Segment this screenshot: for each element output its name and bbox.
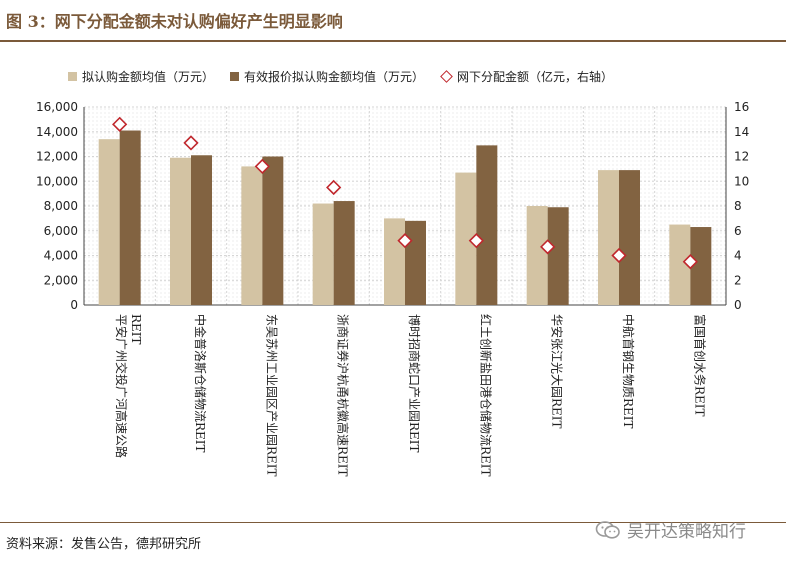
bar-valid-subscription-mean <box>619 170 640 305</box>
bar-subscription-mean <box>598 170 619 305</box>
x-category-label: 中航首钢生物质REIT <box>621 314 636 429</box>
allocation-marker <box>254 158 270 175</box>
legend-swatch-light <box>68 71 77 81</box>
allocation-marker <box>326 179 342 196</box>
x-category-label: 浙商证券沪杭甬杭徽高速REIT <box>336 314 351 477</box>
y-right-tick-label: 6 <box>734 224 742 238</box>
bar-valid-subscription-mean <box>333 201 355 305</box>
y-left-tick-label: 16,000 <box>36 100 78 114</box>
legend-item-subscription-mean: 拟认购金额均值（万元） <box>68 68 214 85</box>
legend: 拟认购金额均值（万元） 有效报价拟认购金额均值（万元） 网下分配金额（亿元，右轴… <box>68 67 629 85</box>
bar-valid-subscription-mean <box>191 155 212 305</box>
bar-valid-subscription-mean <box>119 130 141 305</box>
x-category-label: 红土创新盐田港仓储物流REIT <box>478 314 493 477</box>
bar-valid-subscription-mean <box>476 145 498 305</box>
legend-item-allocation: 网下分配金额（亿元，右轴） <box>440 68 613 85</box>
bar-subscription-mean <box>669 224 691 305</box>
allocation-marker <box>611 247 627 264</box>
legend-label-valid-subscription-mean: 有效报价拟认购金额均值（万元） <box>244 69 425 84</box>
y-left-tick-label: 4,000 <box>44 249 78 263</box>
wechat-icon <box>595 520 620 539</box>
bar-subscription-mean <box>241 166 263 305</box>
y-left-tick-label: 12,000 <box>36 150 78 164</box>
y-right-tick-label: 16 <box>734 100 749 114</box>
combo-bar-chart: 0 2,000 4,000 6,000 8,000 10,000 12,000 14,000 1… <box>36 100 749 477</box>
y-left-tick-label: 2,000 <box>44 273 78 287</box>
allocation-marker <box>397 233 413 249</box>
bar-subscription-mean <box>170 157 191 305</box>
y-left-tick-label: 14,000 <box>36 125 78 139</box>
bar-subscription-mean <box>526 206 548 305</box>
legend-item-valid-subscription-mean: 有效报价拟认购金额均值（万元） <box>230 68 424 85</box>
y-right-tick-label: 14 <box>734 125 749 139</box>
legend-label-allocation: 网下分配金额（亿元，右轴） <box>457 69 614 84</box>
y-left-tick-label: 6,000 <box>44 224 78 238</box>
x-category-label: 华安张江光大园REIT <box>550 314 565 429</box>
x-category-label: 博时招商蛇口产业园REIT <box>407 314 422 453</box>
bar-valid-subscription-mean <box>262 156 284 305</box>
legend-label-subscription-mean: 拟认购金额均值（万元） <box>82 69 215 84</box>
bar-subscription-mean <box>98 139 120 305</box>
bar-valid-subscription-mean <box>405 220 426 305</box>
y-right-tick-label: 12 <box>734 150 749 164</box>
allocation-marker <box>112 116 128 132</box>
legend-swatch-dark <box>230 71 240 81</box>
title-rule <box>0 40 786 42</box>
y-right-tick-label: 10 <box>734 174 749 188</box>
y-right-tick-label: 8 <box>734 199 742 213</box>
y-right-tick-label: 2 <box>734 273 742 287</box>
allocation-marker <box>468 233 484 249</box>
y-left-tick-label: 0 <box>70 298 78 312</box>
x-category-label: REIT <box>129 314 143 345</box>
allocation-marker <box>183 135 199 151</box>
allocation-marker <box>540 239 556 255</box>
bar-subscription-mean <box>312 203 334 305</box>
bar-valid-subscription-mean <box>547 207 569 305</box>
y-right-tick-label: 0 <box>734 298 742 312</box>
watermark: 吴开达策略知行 <box>595 517 746 542</box>
y-left-tick-label: 10,000 <box>36 174 78 188</box>
y-left-tick-label: 8,000 <box>44 199 78 213</box>
x-category-label: 东吴苏州工业园区产业园REIT <box>264 314 278 477</box>
x-category-label: 中金普洛斯仓储物流REIT <box>193 314 208 453</box>
allocation-marker <box>682 254 698 270</box>
x-category-label: 平安广州交投广河高速公路 <box>114 314 129 458</box>
y-right-tick-label: 4 <box>734 249 742 263</box>
bar-subscription-mean <box>384 218 405 305</box>
bar-valid-subscription-mean <box>690 227 712 305</box>
x-category-label: 富国首创水务REIT <box>692 314 707 417</box>
bar-subscription-mean <box>455 172 477 305</box>
bottom-rule <box>0 522 786 523</box>
source-note: 资料来源：发售公告，德邦研究所 <box>6 537 202 552</box>
figure-title: 图 3：网下分配金额未对认购偏好产生明显影响 <box>6 12 343 31</box>
watermark-text: 吴开达策略知行 <box>627 522 746 542</box>
